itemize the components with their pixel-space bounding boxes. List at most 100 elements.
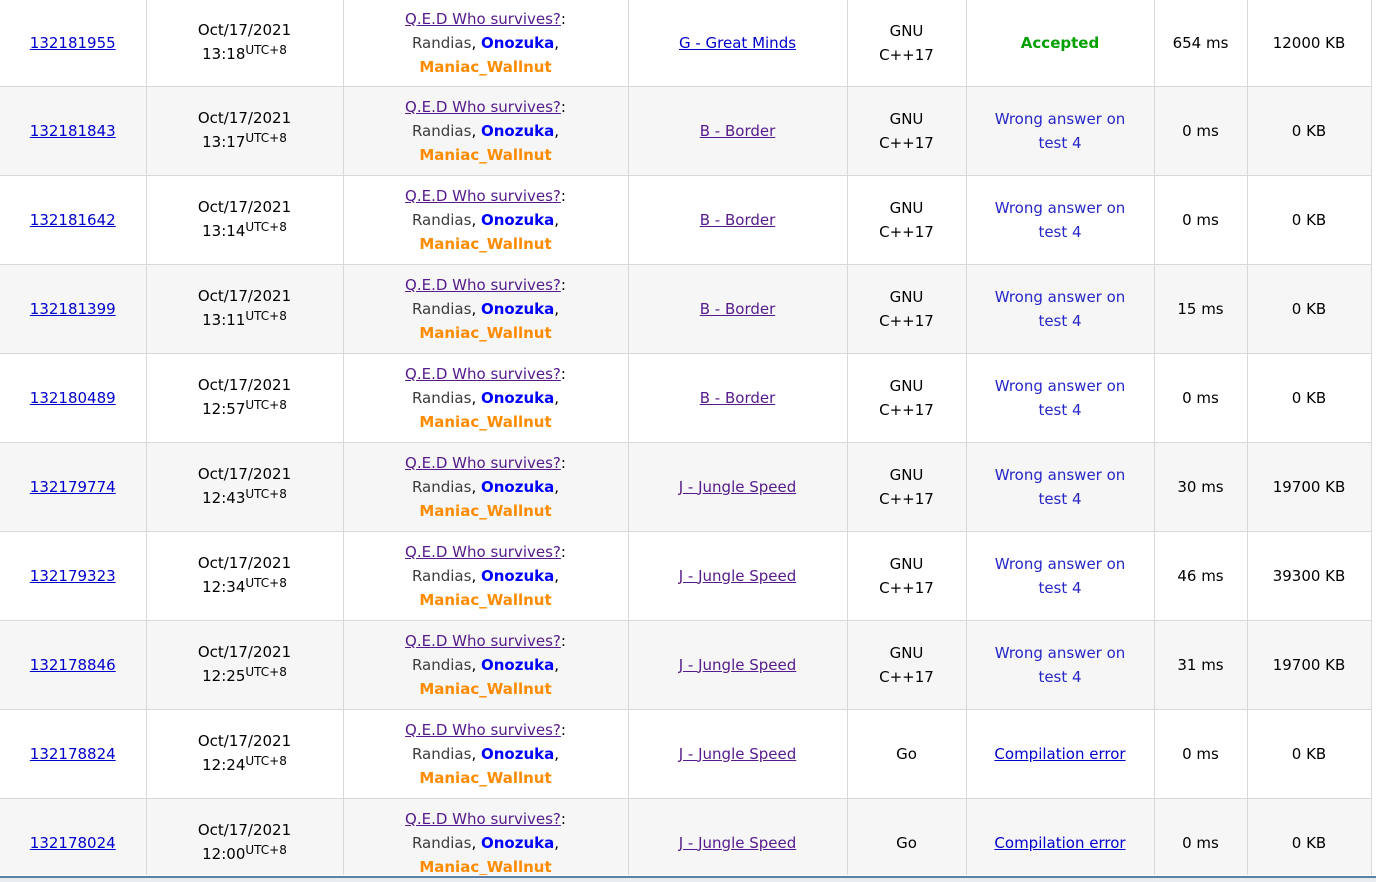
problem-link[interactable]: G - Great Minds [678,33,797,52]
verdict-link[interactable]: Compilation error [994,833,1126,852]
member-separator: , [554,33,560,52]
team-member-link[interactable]: Onozuka [481,388,555,407]
verdict-line: Wrong answer on [994,465,1126,484]
problem-link[interactable]: B - Border [699,121,776,140]
memory-value: 0 KB [1291,388,1327,407]
submission-date: Oct/17/2021 [197,198,292,216]
team-member-link[interactable]: Maniac_Wallnut [419,323,552,342]
team-member-link[interactable]: Maniac_Wallnut [419,145,552,164]
submission-id-link[interactable]: 132181399 [29,299,116,318]
verdict-line: Wrong answer on [994,109,1126,128]
team-member-link[interactable]: Randias [411,744,472,763]
team-member-link[interactable]: Maniac_Wallnut [419,590,552,609]
team-name-line: Q.E.D Who survives?: [350,362,622,386]
exec-time-cell: 0 ms [1153,174,1248,265]
team-member-link[interactable]: Randias [411,33,472,52]
team-member-link[interactable]: Maniac_Wallnut [419,412,552,431]
submission-time: 12:57UTC+8 [153,397,337,422]
team-member-link[interactable]: Maniac_Wallnut [419,857,552,876]
team-link[interactable]: Q.E.D Who survives? [405,364,561,383]
verdict-link[interactable]: Compilation error [994,744,1126,763]
team-member-link[interactable]: Randias [411,566,472,585]
submission-id-link[interactable]: 132181843 [29,121,116,140]
team-link[interactable]: Q.E.D Who survives? [405,275,561,294]
team-member-link[interactable]: Randias [411,655,472,674]
verdict-line: Wrong answer on [994,376,1126,395]
team-member-link[interactable]: Onozuka [481,744,555,763]
team-members-line: Maniac_Wallnut [350,588,622,612]
submission-date: Oct/17/2021 [197,554,292,572]
team-link[interactable]: Q.E.D Who survives? [405,542,561,561]
team-member-link[interactable]: Randias [411,388,472,407]
submission-id-link[interactable]: 132179774 [29,477,116,496]
problem-link[interactable]: B - Border [699,210,776,229]
verdict-cell: Compilation error [965,797,1155,882]
problem-link[interactable]: J - Jungle Speed [678,833,797,852]
team-members-line: Maniac_Wallnut [350,232,622,256]
team-link[interactable]: Q.E.D Who survives? [405,186,561,205]
problem-link[interactable]: J - Jungle Speed [678,655,797,674]
team-member-link[interactable]: Maniac_Wallnut [419,234,552,253]
team-member-link[interactable]: Randias [411,299,472,318]
submission-date: Oct/17/2021 [197,643,292,661]
problem-link[interactable]: B - Border [699,299,776,318]
team-member-link[interactable]: Onozuka [481,477,555,496]
team-member-link[interactable]: Maniac_Wallnut [419,501,552,520]
team-member-link[interactable]: Onozuka [481,833,555,852]
team-member-link[interactable]: Randias [411,477,472,496]
submission-id-link[interactable]: 132180489 [29,388,116,407]
team-name-line: Q.E.D Who survives?: [350,451,622,475]
table-row: 132178846 Oct/17/2021 12:25UTC+8 Q.E.D Who … [0,619,1372,710]
submission-id-link[interactable]: 132179323 [29,566,116,585]
team-member-link[interactable]: Maniac_Wallnut [419,679,552,698]
problem-link[interactable]: J - Jungle Speed [678,477,797,496]
team-link[interactable]: Q.E.D Who survives? [405,720,561,739]
team-colon: : [560,631,566,650]
submission-time-value: 12:24 [202,756,246,774]
submission-timezone: UTC+8 [245,843,287,857]
team-member-link[interactable]: Onozuka [481,299,555,318]
language-line: GNU [889,465,924,484]
problem-cell: J - Jungle Speed [627,441,848,532]
memory-cell: 19700 KB [1246,441,1372,532]
problem-link[interactable]: J - Jungle Speed [678,566,797,585]
team-member-link[interactable]: Onozuka [481,566,555,585]
team-member-link[interactable]: Onozuka [481,210,555,229]
team-member-link[interactable]: Maniac_Wallnut [419,57,552,76]
verdict-cell: Wrong answer on test 4 [965,352,1155,443]
language-line: GNU [889,643,924,662]
problem-link[interactable]: B - Border [699,388,776,407]
team-member-link[interactable]: Onozuka [481,33,555,52]
submission-team-cell: Q.E.D Who survives?: Randias, Onozuka, Man… [342,708,629,799]
exec-time-cell: 15 ms [1153,263,1248,354]
team-link[interactable]: Q.E.D Who survives? [405,9,561,28]
team-link[interactable]: Q.E.D Who survives? [405,97,561,116]
exec-time-value: 30 ms [1177,477,1224,496]
team-link[interactable]: Q.E.D Who survives? [405,453,561,472]
team-member-link[interactable]: Randias [411,121,472,140]
team-member-link[interactable]: Randias [411,210,472,229]
team-name-line: Q.E.D Who survives?: [350,7,622,31]
team-member-link[interactable]: Onozuka [481,655,555,674]
exec-time-value: 654 ms [1172,33,1229,52]
submission-id-link[interactable]: 132181642 [29,210,116,229]
submission-id-cell: 132178824 [0,708,147,799]
exec-time-cell: 0 ms [1153,797,1248,882]
horizontal-scrollbar[interactable] [0,875,1376,882]
memory-value: 0 KB [1291,299,1327,318]
submission-id-link[interactable]: 132178824 [29,744,116,763]
submission-id-link[interactable]: 132181955 [29,33,116,52]
problem-link[interactable]: J - Jungle Speed [678,744,797,763]
submission-when-cell: Oct/17/2021 13:17UTC+8 [145,85,344,176]
team-member-link[interactable]: Maniac_Wallnut [419,768,552,787]
team-link[interactable]: Q.E.D Who survives? [405,631,561,650]
submission-time: 12:24UTC+8 [153,753,337,778]
submission-id-link[interactable]: 132178024 [29,833,116,852]
language-cell: GNU C++17 [846,441,967,532]
team-member-link[interactable]: Onozuka [481,121,555,140]
table-row: 132181399 Oct/17/2021 13:11UTC+8 Q.E.D Who … [0,263,1372,354]
submission-id-link[interactable]: 132178846 [29,655,116,674]
team-member-link[interactable]: Randias [411,833,472,852]
team-link[interactable]: Q.E.D Who survives? [405,809,561,828]
